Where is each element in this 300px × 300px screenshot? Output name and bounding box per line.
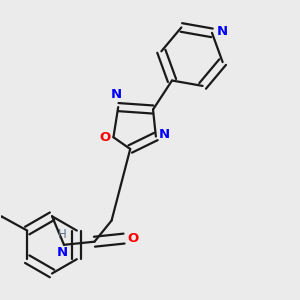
Text: N: N (217, 25, 228, 38)
Text: N: N (57, 246, 68, 259)
Text: N: N (111, 88, 122, 101)
Text: H: H (58, 228, 67, 241)
Text: O: O (128, 232, 139, 245)
Text: N: N (159, 128, 170, 142)
Text: O: O (99, 131, 110, 144)
